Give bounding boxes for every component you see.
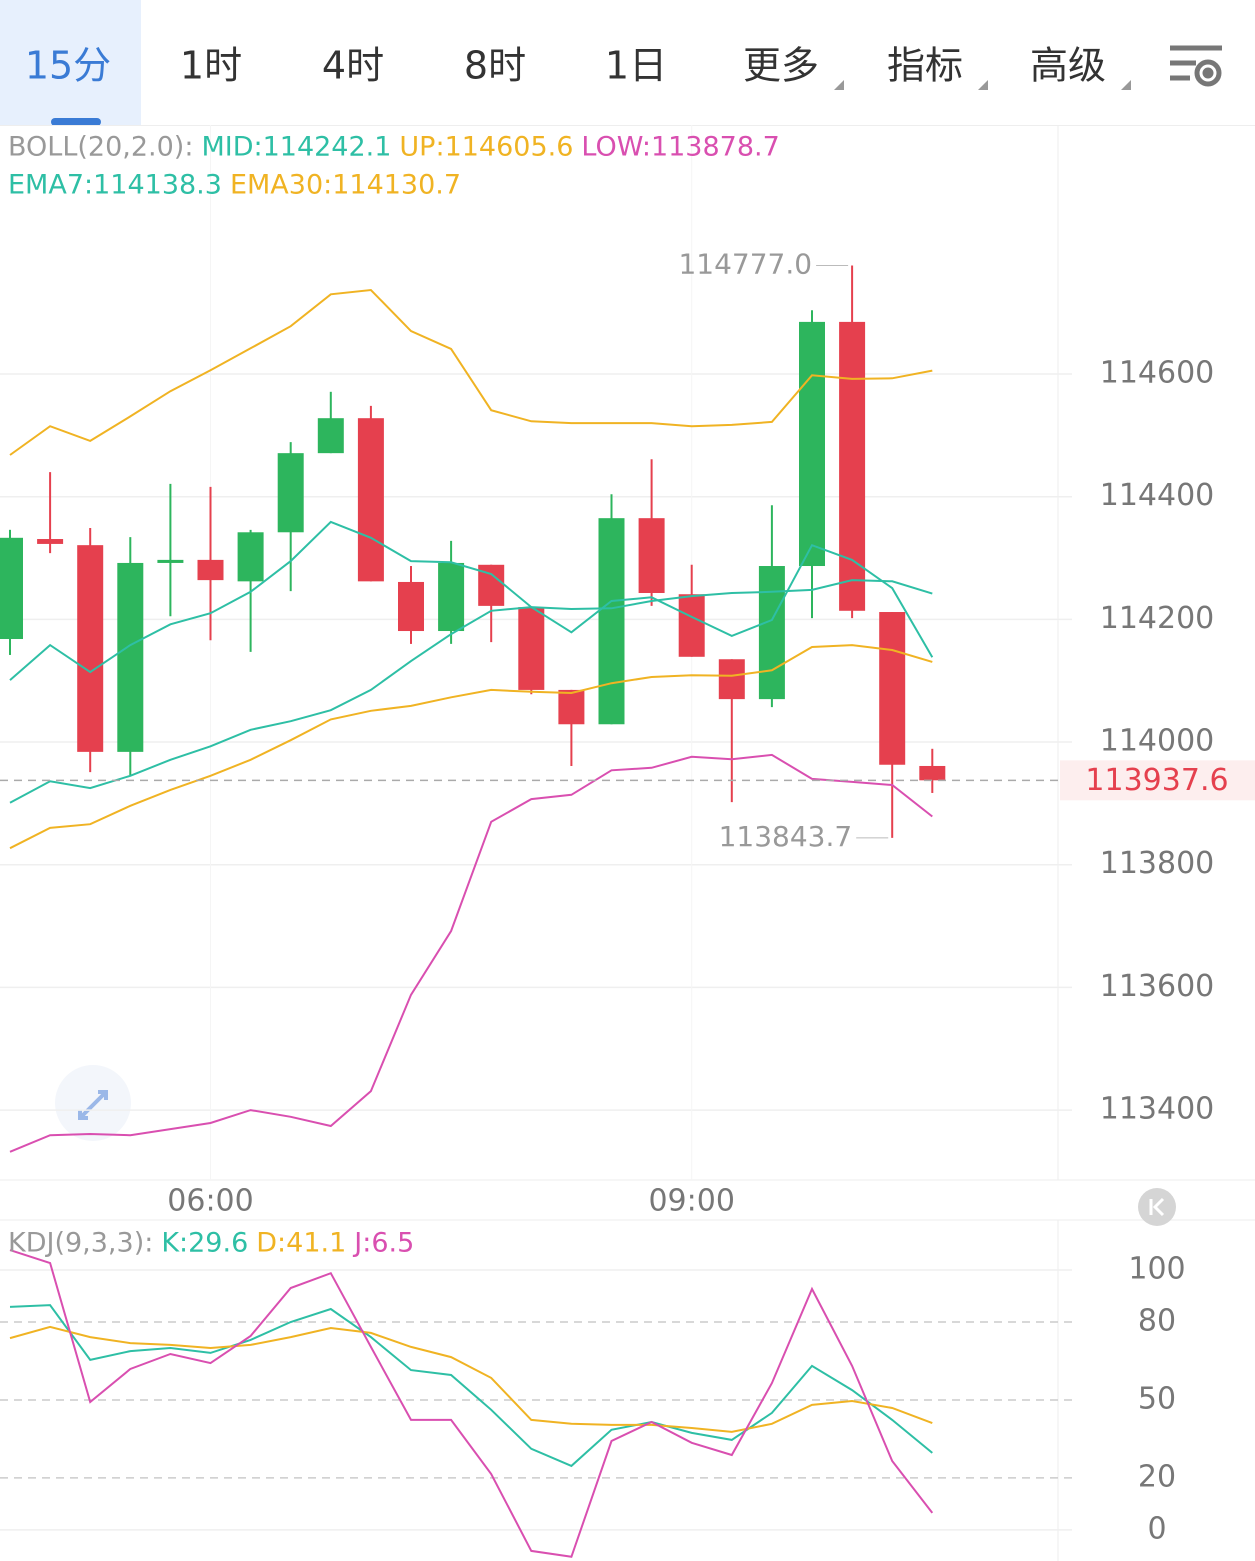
legend-entry: EMA30:114130.7 [230, 170, 461, 201]
candle-body [518, 607, 545, 690]
y-tick-label: 114200 [1100, 601, 1215, 636]
candle-body [117, 562, 144, 752]
candle-body [37, 539, 64, 544]
candle-body [317, 418, 344, 454]
settings-icon[interactable] [1170, 45, 1222, 87]
legend-entry: UP:114605.6 [399, 132, 573, 163]
y-tick-label: 114000 [1100, 724, 1215, 759]
y-tick-label: 113600 [1100, 969, 1215, 1004]
indicator-line [9, 288, 933, 456]
candle-body [0, 537, 23, 640]
candle-body [758, 566, 785, 700]
last-price-label: 113937.6 [1085, 763, 1228, 798]
active-tab-bg [0, 0, 141, 125]
dropdown-arrow [834, 80, 844, 90]
x-tick-label: 09:00 [648, 1184, 734, 1219]
candle-body [558, 689, 585, 725]
candle-body [919, 765, 946, 781]
tab[interactable]: 4时 [322, 44, 384, 88]
candle-body [638, 518, 665, 594]
fullscreen-button[interactable] [55, 1065, 131, 1141]
candle-body [799, 321, 825, 567]
legend-entry: LOW:113878.7 [581, 132, 779, 163]
candle-body [157, 559, 184, 563]
candle-body [678, 594, 705, 657]
dropdown-arrow [978, 80, 988, 90]
legend-title: BOLL(20,2.0): [8, 132, 193, 163]
indicator-line [9, 753, 933, 1153]
legend-entry: K:29.6 [161, 1228, 248, 1259]
legend-entry: EMA7:114138.3 [8, 170, 222, 201]
y-tick-label: 20 [1138, 1459, 1176, 1494]
y-tick-label: 114400 [1100, 478, 1215, 513]
x-tick-label: 06:00 [167, 1184, 253, 1219]
legend-entry: J:6.5 [352, 1228, 414, 1259]
tab[interactable]: 8时 [464, 44, 526, 88]
candle-body [879, 612, 906, 765]
indicator-line [9, 520, 934, 681]
candle-body [197, 559, 224, 581]
legend-title: KDJ(9,3,3): [8, 1228, 153, 1259]
candle-body [718, 659, 745, 700]
tab[interactable]: 1时 [180, 44, 242, 88]
legend-entry: D:41.1 [256, 1228, 346, 1259]
indicator-line [9, 1249, 934, 1558]
low-label: 113843.7 [719, 820, 853, 853]
candle-body [237, 532, 264, 582]
dropdown-arrow [1121, 80, 1131, 90]
y-tick-label: 100 [1128, 1252, 1185, 1287]
y-tick-label: 114600 [1100, 356, 1215, 391]
indicator-line [9, 1304, 933, 1468]
candle-body [357, 418, 384, 582]
high-label: 114777.0 [678, 247, 812, 280]
tab[interactable]: 指标 [887, 44, 963, 88]
last-price-bg [1060, 760, 1255, 801]
active-tab-indicator [51, 118, 101, 126]
tab[interactable]: 更多 [743, 44, 819, 88]
y-tick-label: 80 [1138, 1304, 1176, 1339]
candle-body [398, 581, 424, 632]
y-tick-label: 50 [1138, 1381, 1176, 1416]
candle-body [277, 453, 304, 533]
indicator-line [9, 1325, 933, 1433]
tab[interactable]: 高级 [1030, 44, 1106, 88]
indicator-line [9, 644, 933, 850]
scroll-to-latest-button[interactable] [1138, 1188, 1176, 1226]
y-tick-label: 113800 [1100, 846, 1215, 881]
candle-body [598, 518, 625, 725]
y-tick-label: 113400 [1100, 1092, 1215, 1127]
candle-body [839, 321, 866, 611]
legend-entry: MID:114242.1 [201, 132, 391, 163]
y-tick-label: 0 [1147, 1511, 1166, 1546]
tab[interactable]: 1日 [605, 44, 667, 88]
candle-body [438, 562, 465, 632]
indicator-line [9, 579, 933, 804]
candle-body [77, 545, 104, 752]
tab[interactable]: 15分 [25, 44, 111, 88]
